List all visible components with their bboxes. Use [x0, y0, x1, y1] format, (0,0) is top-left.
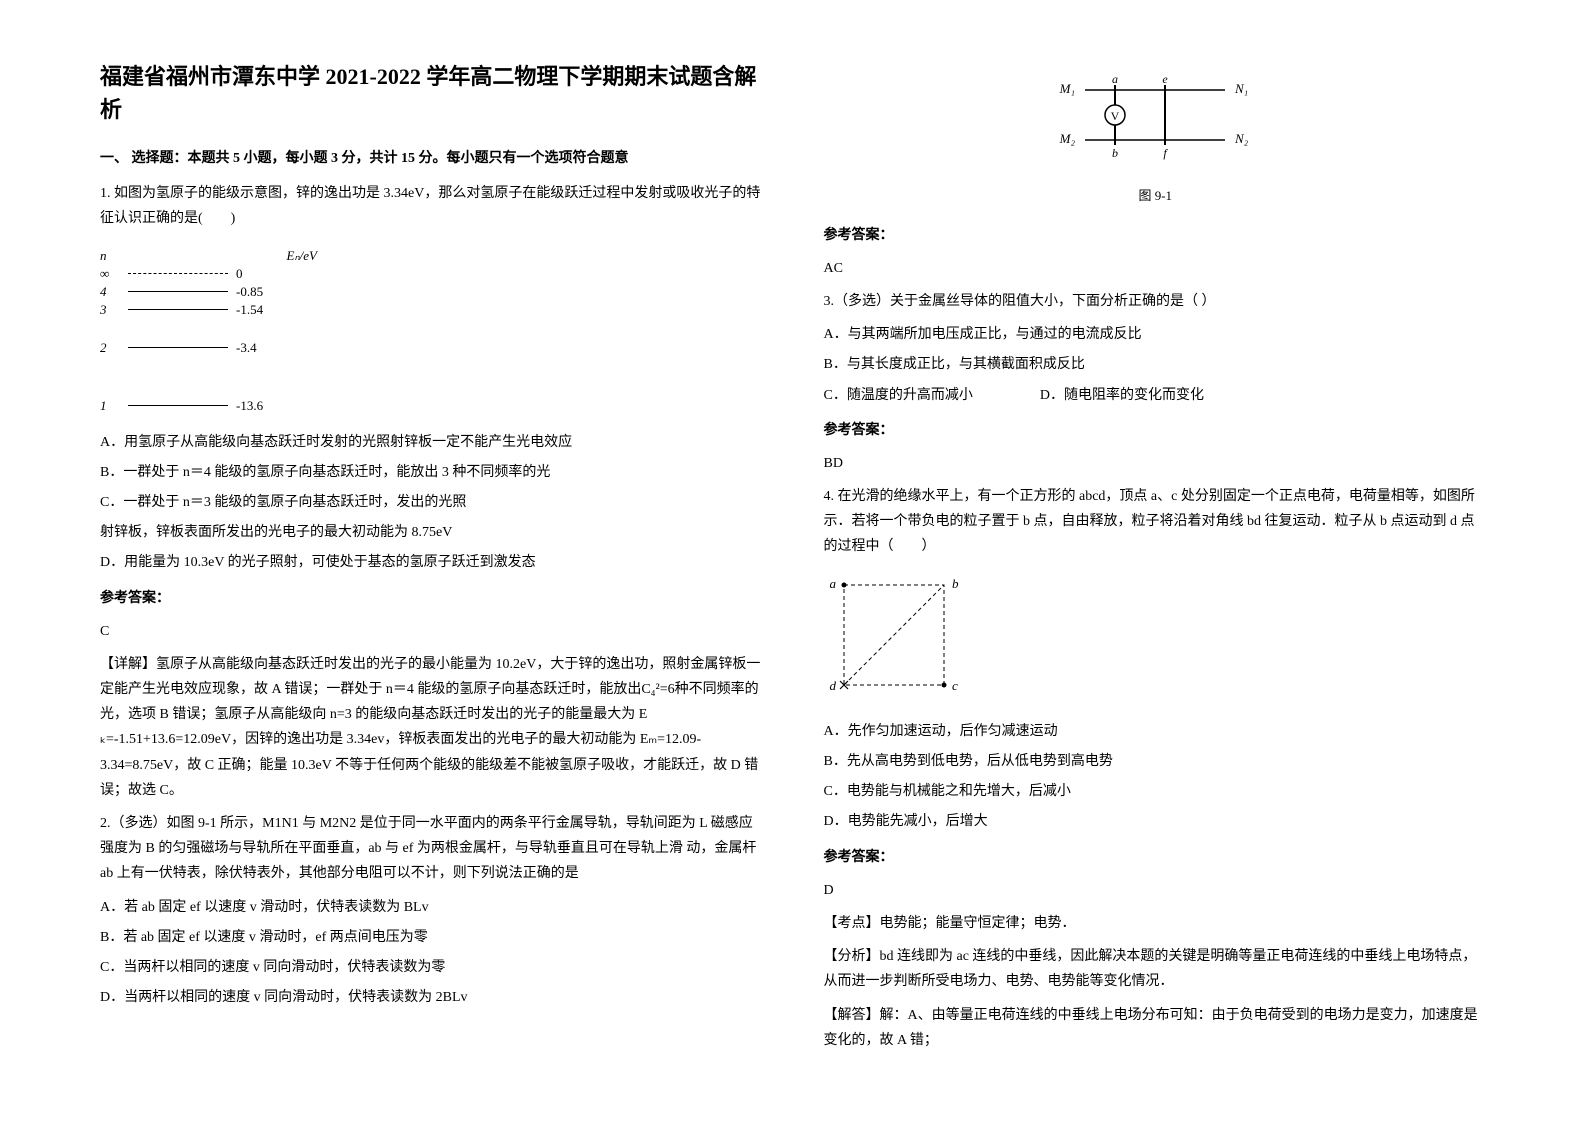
square-svg: a b c d	[824, 570, 964, 700]
q4-option-b: B．先从高电势到低电势，后从低电势到高电势	[824, 749, 1488, 774]
level-1-e: -13.6	[236, 394, 263, 417]
q3-answer: BD	[824, 451, 1488, 476]
diagram-header-e: Eₙ/eV	[287, 244, 317, 267]
q2-option-b: B．若 ab 固定 ef 以速度 v 滑动时，ef 两点间电压为零	[100, 925, 764, 950]
q2-option-a: A．若 ab 固定 ef 以速度 v 滑动时，伏特表读数为 BLv	[100, 895, 764, 920]
level-2-e: -3.4	[236, 336, 257, 359]
label-b: b	[1112, 146, 1118, 160]
q1-answer-label: 参考答案：	[100, 586, 764, 611]
label-m1: M₁	[1059, 81, 1075, 96]
level-2-n: 2	[100, 336, 120, 359]
square-diagram: a b c d	[824, 570, 1488, 709]
q3-option-d: D．随电阻率的变化而变化	[1040, 388, 1204, 403]
q2-option-c: C．当两杆以相同的速度 v 同向滑动时，伏特表读数为零	[100, 955, 764, 980]
q3-option-a: A．与其两端所加电压成正比，与通过的电流成反比	[824, 322, 1488, 347]
section-1-header: 一、 选择题：本题共 5 小题，每小题 3 分，共计 15 分。每小题只有一个选…	[100, 146, 764, 171]
q4-option-d: D．电势能先减小，后增大	[824, 809, 1488, 834]
sq-label-d: d	[829, 678, 836, 693]
fig-caption-9-1: 图 9-1	[824, 184, 1488, 207]
q4-answer-label: 参考答案：	[824, 845, 1488, 870]
label-e: e	[1163, 72, 1169, 86]
label-a: a	[1112, 72, 1118, 86]
q2-stem: 2.（多选）如图 9-1 所示，M1N1 与 M2N2 是位于同一水平面内的两条…	[100, 811, 764, 887]
left-column: 福建省福州市潭东中学 2021-2022 学年高二物理下学期期末试题含解析 一、…	[100, 60, 764, 1061]
q4-jieda: 【解答】解：A、由等量正电荷连线的中垂线上电场分布可知：由于负电荷受到的电场力是…	[824, 1003, 1488, 1053]
level-3-n: 3	[100, 298, 120, 321]
label-n2: N₂	[1234, 131, 1249, 146]
q2-answer: AC	[824, 256, 1488, 281]
q1-option-b: B．一群处于 n＝4 能级的氢原子向基态跃迁时，能放出 3 种不同频率的光	[100, 460, 764, 485]
sq-label-a: a	[829, 576, 836, 591]
sq-label-c: c	[952, 678, 958, 693]
sq-label-b: b	[952, 576, 959, 591]
q1-option-d: D．用能量为 10.3eV 的光子照射，可使处于基态的氢原子跃迁到激发态	[100, 550, 764, 575]
q1-stem: 1. 如图为氢原子的能级示意图，锌的逸出功是 3.34eV，那么对氢原子在能级跃…	[100, 181, 764, 231]
q3-option-b: B．与其长度成正比，与其横截面积成反比	[824, 352, 1488, 377]
circuit-svg: V M₁ N₁ M₂ N₂ a b e f	[1055, 70, 1255, 170]
q2-answer-label: 参考答案：	[824, 223, 1488, 248]
q1-explain: 【详解】氢原子从高能级向基态跃迁时发出的光子的最小能量为 10.2eV，大于锌的…	[100, 652, 764, 803]
level-1-n: 1	[100, 394, 120, 417]
q4-option-a: A．先作匀加速运动，后作匀减速运动	[824, 719, 1488, 744]
q1-option-c-cont: 射锌板，锌板表面所发出的光电子的最大初动能为 8.75eV	[100, 520, 764, 545]
q4-option-c: C．电势能与机械能之和先增大，后减小	[824, 779, 1488, 804]
q4-answer: D	[824, 878, 1488, 903]
q1-option-a: A．用氢原子从高能级向基态跃迁时发射的光照射锌板一定不能产生光电效应	[100, 430, 764, 455]
label-n1: N₁	[1234, 81, 1248, 96]
label-m2: M₂	[1059, 131, 1076, 146]
document-title: 福建省福州市潭东中学 2021-2022 学年高二物理下学期期末试题含解析	[100, 60, 764, 126]
q3-option-cd: C．随温度的升高而减小 D．随电阻率的变化而变化	[824, 383, 1488, 408]
q1-answer: C	[100, 619, 764, 644]
circuit-diagram: V M₁ N₁ M₂ N₂ a b e f 图 9-1	[824, 70, 1488, 208]
q3-answer-label: 参考答案：	[824, 418, 1488, 443]
q1-option-c: C．一群处于 n＝3 能级的氢原子向基态跃迁时，发出的光照	[100, 490, 764, 515]
q4-fenxi: 【分析】bd 连线即为 ac 连线的中垂线，因此解决本题的关键是明确等量正电荷连…	[824, 944, 1488, 994]
label-f: f	[1164, 146, 1169, 160]
right-column: V M₁ N₁ M₂ N₂ a b e f 图 9-1 参考答案： AC 3.（…	[824, 60, 1488, 1061]
level-3-e: -1.54	[236, 298, 263, 321]
q3-stem: 3.（多选）关于金属丝导体的阻值大小，下面分析正确的是（ ）	[824, 289, 1488, 314]
q3-option-c: C．随温度的升高而减小	[824, 388, 973, 403]
q4-kaodian: 【考点】电势能；能量守恒定律；电势．	[824, 911, 1488, 936]
energy-level-diagram: n Eₙ/eV ∞ 0 4 -0.85 3 -1.54 2	[100, 247, 764, 415]
q2-option-d: D．当两杆以相同的速度 v 同向滑动时，伏特表读数为 2BLv	[100, 985, 764, 1010]
voltmeter-label: V	[1111, 109, 1120, 123]
q4-stem: 4. 在光滑的绝缘水平上，有一个正方形的 abcd，顶点 a、c 处分别固定一个…	[824, 484, 1488, 560]
